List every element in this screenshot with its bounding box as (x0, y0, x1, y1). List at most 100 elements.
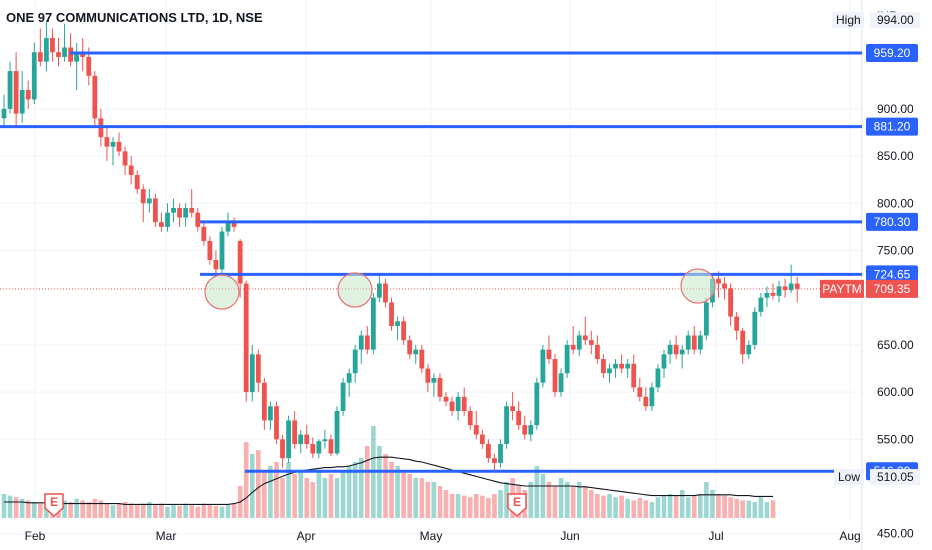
candle-body (516, 410, 522, 426)
x-tick-label: Jun (560, 529, 579, 543)
low-value: 510.05 (877, 470, 914, 484)
candle-body (80, 52, 86, 57)
candle-body (728, 288, 733, 317)
earnings-marker (507, 493, 527, 518)
volume-bar (383, 454, 388, 518)
candle (171, 198, 176, 223)
candle (370, 292, 376, 355)
candle-body (419, 349, 425, 369)
level-tag (866, 117, 918, 136)
candle (274, 401, 279, 445)
candle (546, 335, 552, 364)
candle-body (261, 382, 267, 421)
volume-bar (346, 466, 352, 518)
candle-body (588, 340, 594, 345)
candle (37, 28, 43, 67)
volume-bar (183, 503, 188, 518)
volume-bar (734, 498, 739, 518)
candle-body (37, 52, 43, 62)
volume-bar (449, 494, 455, 518)
candle (104, 127, 110, 161)
candle-body (280, 439, 285, 459)
volume-bar (298, 470, 303, 518)
candle (437, 373, 443, 402)
candle (80, 38, 86, 72)
volume-bar (710, 490, 715, 518)
candle (697, 330, 703, 355)
volume-bar (619, 495, 624, 518)
candle (383, 278, 388, 308)
volume-bar (722, 495, 727, 518)
candle-body (7, 71, 13, 109)
candle-body (619, 363, 625, 369)
resistance-touch-marker (680, 268, 716, 304)
candle (152, 193, 158, 227)
volume-bar (407, 474, 412, 518)
earnings-marker (44, 493, 64, 518)
volume-bar (534, 466, 540, 518)
candle-body (146, 198, 152, 204)
candle-body (74, 52, 80, 62)
candle-body (352, 349, 358, 374)
candle-body (740, 330, 746, 355)
candle-body (486, 444, 491, 459)
candle (292, 410, 298, 449)
volume-bar (80, 500, 86, 518)
candle-body (322, 439, 328, 442)
candle-body (13, 71, 19, 114)
low-label-box (834, 469, 864, 486)
volume-bar (195, 506, 201, 518)
volume-bar (613, 497, 618, 518)
volume-bar (480, 495, 485, 518)
candle (570, 326, 576, 355)
candle-body (401, 321, 407, 341)
volume-bar (1, 494, 7, 518)
candle (764, 286, 770, 308)
candle-body (631, 363, 637, 388)
volume-bar (473, 494, 479, 518)
candle (407, 335, 413, 360)
volume-bar (134, 505, 140, 518)
volume-ma-line (4, 456, 773, 505)
volume-bar (322, 478, 328, 518)
volume-bar (7, 495, 13, 518)
candle-body (56, 52, 61, 57)
candle (449, 396, 455, 416)
candle-body (625, 363, 631, 369)
volume-bar (746, 500, 752, 518)
level-tag (866, 265, 918, 284)
volume-bar (679, 490, 685, 518)
candle (758, 292, 764, 317)
y-tick-label: 550.00 (877, 432, 914, 446)
x-tick-label: Jul (708, 529, 723, 543)
candle-body (183, 207, 189, 218)
volume-bar (104, 503, 110, 518)
volume-bar (177, 506, 182, 518)
volume-bar (637, 498, 643, 518)
volume-bar (395, 466, 400, 518)
candle (613, 359, 618, 378)
candle-body (758, 297, 764, 312)
candle-body (564, 344, 570, 374)
volume-bar (68, 502, 73, 518)
x-tick-label: Aug (839, 529, 860, 543)
candle (13, 52, 19, 128)
candle (334, 406, 340, 456)
candle-body (643, 396, 649, 407)
volume-bar (365, 446, 370, 518)
candle (419, 344, 425, 374)
candle (189, 189, 195, 218)
candle-body (534, 382, 540, 426)
candle-body (498, 444, 503, 463)
level-tag-label: 959.20 (874, 46, 911, 60)
volume-bar (691, 495, 697, 518)
candle-body (31, 52, 37, 100)
volume-bar (582, 486, 588, 518)
candle (770, 283, 776, 300)
candle (776, 280, 782, 303)
candle-body (649, 387, 655, 407)
candle (261, 377, 267, 430)
candle-body (395, 321, 400, 327)
volume-bar (486, 498, 491, 518)
candle (219, 226, 225, 275)
